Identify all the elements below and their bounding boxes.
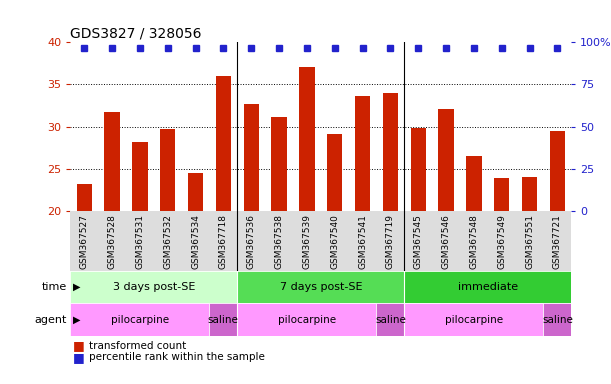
Bar <box>244 104 259 211</box>
Bar <box>216 76 231 211</box>
Bar <box>404 303 543 336</box>
Bar <box>70 303 210 336</box>
Text: 7 days post-SE: 7 days post-SE <box>279 282 362 292</box>
Bar <box>522 177 537 211</box>
Bar <box>404 271 571 303</box>
Bar <box>160 129 175 211</box>
Text: ■: ■ <box>73 339 85 352</box>
Text: GSM367719: GSM367719 <box>386 214 395 269</box>
Text: GSM367551: GSM367551 <box>525 214 534 269</box>
Text: ■: ■ <box>73 351 85 364</box>
Text: pilocarpine: pilocarpine <box>445 314 503 325</box>
Text: saline: saline <box>375 314 406 325</box>
Bar <box>70 271 237 303</box>
Bar <box>299 67 315 211</box>
Text: time: time <box>42 282 67 292</box>
Bar <box>210 303 237 336</box>
Text: immediate: immediate <box>458 282 518 292</box>
Bar <box>237 303 376 336</box>
Text: transformed count: transformed count <box>89 341 186 351</box>
Bar <box>376 303 404 336</box>
Bar <box>104 113 120 211</box>
Text: pilocarpine: pilocarpine <box>278 314 336 325</box>
Bar <box>271 118 287 211</box>
Text: pilocarpine: pilocarpine <box>111 314 169 325</box>
Bar <box>494 178 510 211</box>
Text: saline: saline <box>208 314 239 325</box>
Bar <box>438 109 454 211</box>
Bar <box>237 271 404 303</box>
Bar <box>411 127 426 211</box>
Text: GSM367541: GSM367541 <box>358 214 367 269</box>
Bar <box>355 96 370 211</box>
Text: ▶: ▶ <box>73 314 81 325</box>
Text: GSM367545: GSM367545 <box>414 214 423 269</box>
Text: GDS3827 / 328056: GDS3827 / 328056 <box>70 26 202 40</box>
Bar <box>543 303 571 336</box>
Text: GSM367531: GSM367531 <box>136 214 144 269</box>
Text: GSM367718: GSM367718 <box>219 214 228 269</box>
Bar <box>466 156 481 211</box>
Text: GSM367532: GSM367532 <box>163 214 172 269</box>
Bar <box>327 134 342 211</box>
Text: GSM367534: GSM367534 <box>191 214 200 269</box>
Bar <box>550 131 565 211</box>
Text: GSM367548: GSM367548 <box>469 214 478 269</box>
Bar <box>382 93 398 211</box>
Text: ▶: ▶ <box>73 282 81 292</box>
Text: GSM367540: GSM367540 <box>330 214 339 269</box>
Text: GSM367549: GSM367549 <box>497 214 506 269</box>
Text: GSM367721: GSM367721 <box>553 214 562 269</box>
Text: GSM367538: GSM367538 <box>274 214 284 269</box>
Text: 3 days post-SE: 3 days post-SE <box>112 282 195 292</box>
Text: GSM367546: GSM367546 <box>442 214 450 269</box>
Bar <box>188 173 203 211</box>
Text: GSM367527: GSM367527 <box>79 214 89 269</box>
Text: agent: agent <box>35 314 67 325</box>
Bar <box>132 142 147 211</box>
Text: saline: saline <box>542 314 573 325</box>
Text: GSM367539: GSM367539 <box>302 214 312 269</box>
Bar <box>76 184 92 211</box>
Text: percentile rank within the sample: percentile rank within the sample <box>89 352 265 362</box>
Text: GSM367528: GSM367528 <box>108 214 117 269</box>
Text: GSM367536: GSM367536 <box>247 214 255 269</box>
